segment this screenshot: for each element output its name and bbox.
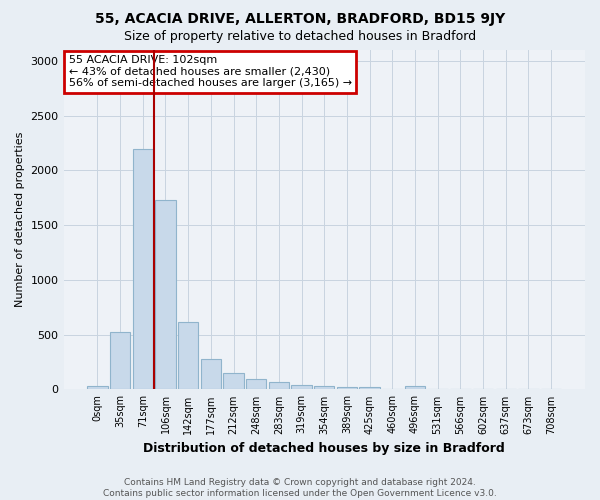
- Text: Contains HM Land Registry data © Crown copyright and database right 2024.
Contai: Contains HM Land Registry data © Crown c…: [103, 478, 497, 498]
- Bar: [405, 386, 425, 390]
- Y-axis label: Number of detached properties: Number of detached properties: [15, 132, 25, 308]
- Bar: [337, 386, 357, 390]
- Bar: [382, 389, 403, 390]
- Bar: [155, 200, 176, 390]
- Bar: [133, 148, 153, 390]
- Bar: [87, 386, 107, 390]
- Bar: [110, 332, 130, 390]
- Text: 55, ACACIA DRIVE, ALLERTON, BRADFORD, BD15 9JY: 55, ACACIA DRIVE, ALLERTON, BRADFORD, BD…: [95, 12, 505, 26]
- Bar: [292, 384, 312, 390]
- Bar: [223, 373, 244, 390]
- Bar: [314, 386, 334, 390]
- Bar: [359, 387, 380, 390]
- X-axis label: Distribution of detached houses by size in Bradford: Distribution of detached houses by size …: [143, 442, 505, 455]
- Bar: [269, 382, 289, 390]
- Bar: [178, 322, 199, 390]
- Text: Size of property relative to detached houses in Bradford: Size of property relative to detached ho…: [124, 30, 476, 43]
- Bar: [200, 359, 221, 390]
- Bar: [246, 379, 266, 390]
- Text: 55 ACACIA DRIVE: 102sqm
← 43% of detached houses are smaller (2,430)
56% of semi: 55 ACACIA DRIVE: 102sqm ← 43% of detache…: [69, 55, 352, 88]
